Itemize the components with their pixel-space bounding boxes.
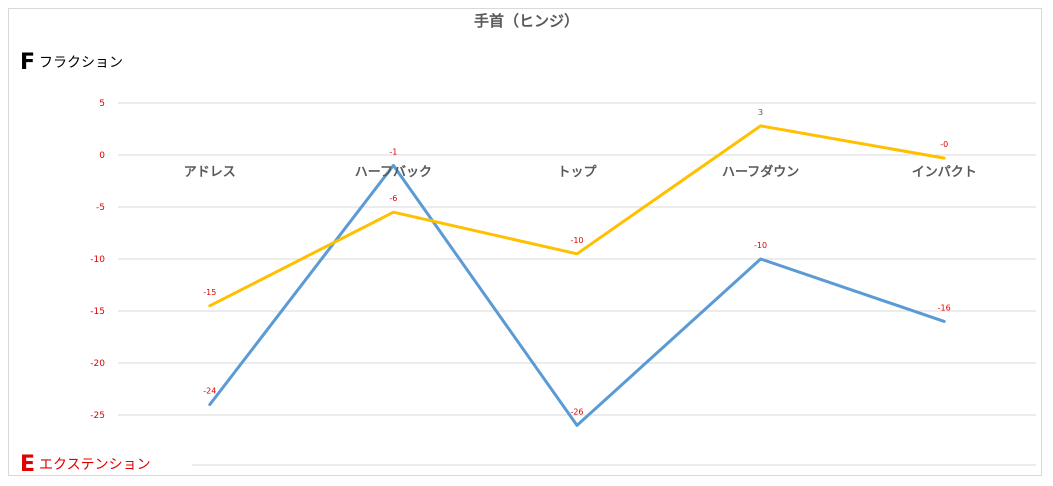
data-label: -10 [754,241,767,250]
data-label: -0 [940,140,948,149]
series-line-1 [208,124,946,308]
y-tick-label: -5 [96,203,105,213]
data-label: -16 [938,303,951,312]
y-tick-label: -20 [90,359,105,369]
y-tick-label: -15 [90,307,105,317]
extension-text: エクステンション [39,457,151,473]
flexion-label: F フラクション [20,50,123,75]
category-label: トップ [557,165,597,180]
y-tick-label: -25 [90,411,105,421]
data-label: 3 [758,108,763,117]
data-label: -24 [203,387,216,396]
category-label: アドレス [184,165,236,180]
category-label: ハーフダウン [722,164,799,180]
category-label: インパクト [912,165,977,180]
extension-letter: E [20,452,36,477]
data-label: -15 [203,288,216,297]
data-label: -10 [570,236,583,245]
flexion-letter: F [20,50,36,75]
data-label: -1 [389,147,397,156]
data-label: -6 [389,194,397,203]
series-line-0 [208,163,946,427]
data-label: -26 [570,407,583,416]
chart-title: 手首（ヒンジ） [473,12,579,30]
flexion-text: フラクション [39,55,124,71]
y-tick-label: 0 [99,151,105,161]
y-tick-label: -10 [90,255,105,265]
extension-label: E エクステンション [20,452,151,477]
y-tick-label: 5 [99,99,105,109]
category-label: ハーフバック [355,165,432,180]
